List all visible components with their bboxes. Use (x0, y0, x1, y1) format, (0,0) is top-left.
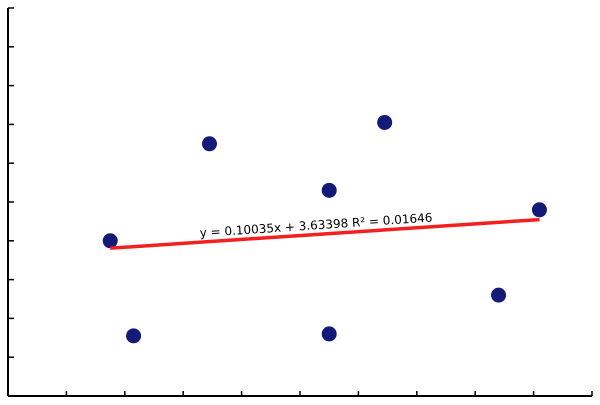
data-point (102, 233, 118, 249)
data-point (126, 328, 142, 344)
data-point (321, 326, 337, 342)
trendline (110, 217, 540, 250)
data-point (321, 182, 337, 198)
axes (7, 7, 593, 397)
data-point (531, 202, 547, 218)
data-point (377, 114, 393, 130)
data-point (491, 287, 507, 303)
data-points (102, 114, 547, 344)
data-point (201, 136, 217, 152)
